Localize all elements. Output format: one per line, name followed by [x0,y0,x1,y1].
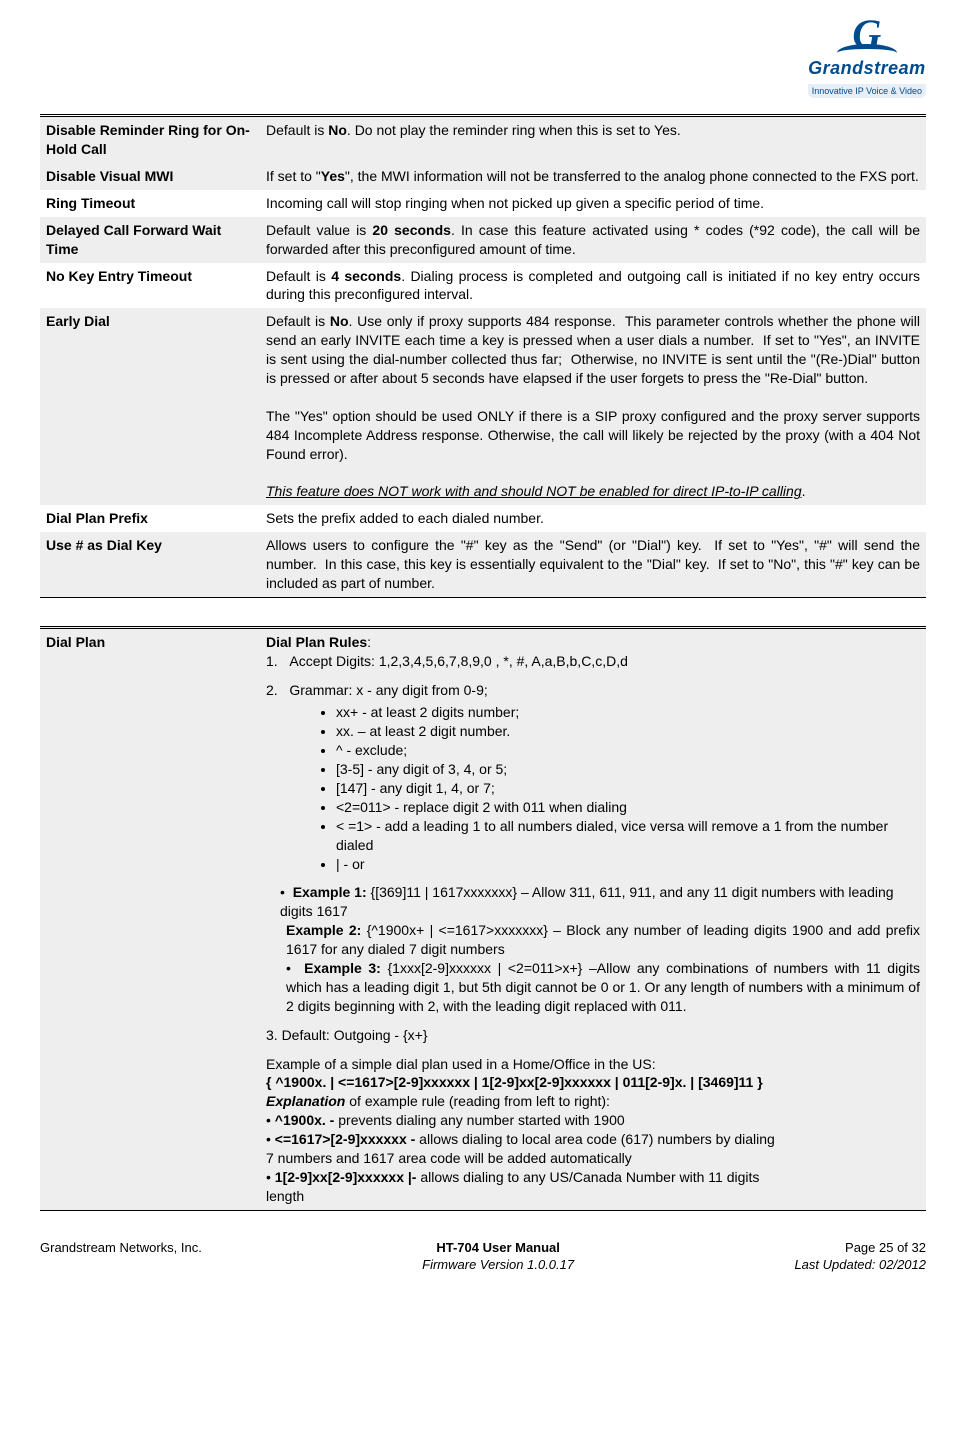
dial-plan-label: Dial Plan [40,627,260,1210]
setting-desc: Sets the prefix added to each dialed num… [260,505,926,532]
logo-tagline: Innovative IP Voice & Video [808,84,926,98]
dp-exp3: • 1[2-9]xx[2-9]xxxxxx |- allows dialing … [266,1168,920,1187]
setting-label: Disable Reminder Ring for On-Hold Call [40,116,260,163]
setting-label: Use # as Dial Key [40,532,260,597]
dp-simple-intro: Example of a simple dial plan used in a … [266,1055,920,1074]
dp-bullet: xx+ - at least 2 digits number; [336,703,920,722]
logo: G Grandstream Innovative IP Voice & Vide… [808,20,926,99]
dp-line1: 1. Accept Digits: 1,2,3,4,5,6,7,8,9,0 , … [266,652,920,671]
dp-exp2: • <=1617>[2-9]xxxxxx - allows dialing to… [266,1130,920,1149]
dial-plan-table: Dial Plan Dial Plan Rules: 1. Accept Dig… [40,626,926,1211]
dp-example2: Example 2: {^1900x+ | <=1617>xxxxxxx} – … [286,921,920,959]
dp-bullet: < =1> - add a leading 1 to all numbers d… [336,817,920,855]
setting-desc: Incoming call will stop ringing when not… [260,190,926,217]
dp-bullet: ^ - exclude; [336,741,920,760]
dp-simple-rule: { ^1900x. | <=1617>[2-9]xxxxxx | 1[2-9]x… [266,1073,920,1092]
setting-label: Dial Plan Prefix [40,505,260,532]
setting-label: Delayed Call Forward Wait Time [40,217,260,263]
dp-exp3b: length [266,1187,920,1206]
footer-right: Page 25 of 32 Last Updated: 02/2012 [794,1239,926,1274]
dp-exp2b: 7 numbers and 1617 area code will be add… [266,1149,920,1168]
dial-plan-content: Dial Plan Rules: 1. Accept Digits: 1,2,3… [260,627,926,1210]
dp-example3: • Example 3: {1xxx[2-9]xxxxxx | <2=011>x… [286,959,920,1016]
dp-heading: Dial Plan Rules [266,634,367,650]
setting-desc: Allows users to configure the "#" key as… [260,532,926,597]
dp-example1: • Example 1: {[369]11 | 1617xxxxxxx} – A… [280,883,920,921]
dp-exp1: • ^1900x. - prevents dialing any number … [266,1111,920,1130]
setting-desc: Default value is 20 seconds. In case thi… [260,217,926,263]
dp-bullet: xx. – at least 2 digit number. [336,722,920,741]
setting-label: No Key Entry Timeout [40,263,260,309]
setting-label: Disable Visual MWI [40,163,260,190]
setting-label: Ring Timeout [40,190,260,217]
settings-table-1: Disable Reminder Ring for On-Hold CallDe… [40,114,926,598]
dp-grammar-list: xx+ - at least 2 digits number;xx. – at … [336,703,920,873]
setting-desc: If set to "Yes", the MWI information wil… [260,163,926,190]
setting-desc: Default is 4 seconds. Dialing process is… [260,263,926,309]
setting-desc: Default is No. Use only if proxy support… [260,308,926,505]
page-footer: Grandstream Networks, Inc. HT-704 User M… [40,1239,926,1274]
footer-left: Grandstream Networks, Inc. [40,1239,202,1274]
dp-default: 3. Default: Outgoing - {x+} [266,1026,920,1045]
dp-bullet: | - or [336,855,920,874]
logo-glyph: G [808,20,926,48]
setting-desc: Default is No. Do not play the reminder … [260,116,926,163]
dp-line2: 2. Grammar: x - any digit from 0-9; [266,681,920,700]
logo-brand: Grandstream [808,56,926,80]
dp-bullet: [3-5] - any digit of 3, 4, or 5; [336,760,920,779]
dp-bullet: <2=011> - replace digit 2 with 011 when … [336,798,920,817]
logo-area: G Grandstream Innovative IP Voice & Vide… [40,20,926,99]
dp-bullet: [147] - any digit 1, 4, or 7; [336,779,920,798]
footer-center: HT-704 User Manual Firmware Version 1.0.… [422,1239,574,1274]
setting-label: Early Dial [40,308,260,505]
dp-explanation-line: Explanation of example rule (reading fro… [266,1092,920,1111]
